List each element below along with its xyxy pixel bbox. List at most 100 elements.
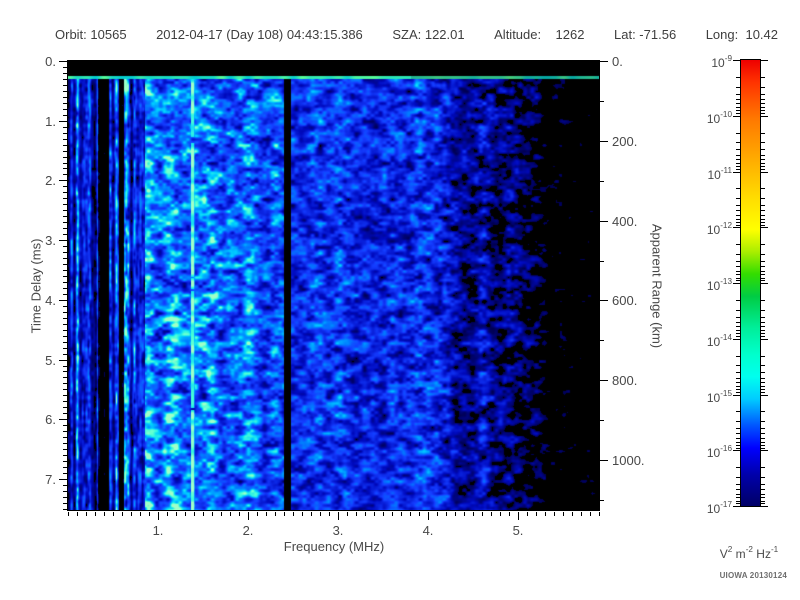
colorbar-minor-tick-right xyxy=(761,503,765,504)
time-delay-minor-tick xyxy=(63,377,67,378)
colorbar-minor-tick-right xyxy=(761,497,765,498)
colorbar-minor-tick-left xyxy=(736,163,740,164)
time-delay-minor-tick xyxy=(63,336,67,337)
colorbar-minor-tick-right xyxy=(761,389,765,390)
frequency-minor-tick xyxy=(392,512,393,516)
time-delay-minor-tick xyxy=(63,312,67,313)
colorbar-exponent: -15 xyxy=(720,389,732,399)
colorbar-minor-tick-left xyxy=(736,205,740,206)
colorbar-minor-tick-left xyxy=(736,274,740,275)
colorbar-minor-tick-right xyxy=(761,442,765,443)
units-exponent: -1 xyxy=(770,545,779,555)
frequency-minor-tick xyxy=(77,512,78,516)
frequency-minor-tick xyxy=(230,512,231,516)
time-delay-minor-tick xyxy=(63,282,67,283)
colorbar-minor-tick-left xyxy=(736,494,740,495)
colorbar-minor-tick-left xyxy=(736,280,740,281)
frequency-minor-tick xyxy=(275,512,276,516)
time-delay-minor-tick xyxy=(63,443,67,444)
frequency-minor-tick xyxy=(590,512,591,516)
time-delay-minor-tick xyxy=(63,240,67,241)
time-delay-minor-tick xyxy=(63,413,67,414)
time-delay-minor-tick xyxy=(63,228,67,229)
colorbar-minor-tick-left xyxy=(736,77,740,78)
colorbar-minor-tick-right xyxy=(761,278,765,279)
time-delay-minor-tick xyxy=(63,180,67,181)
colorbar-minor-tick-left xyxy=(736,392,740,393)
time-delay-minor-tick xyxy=(63,145,67,146)
colorbar-minor-tick-left xyxy=(736,110,740,111)
frequency-minor-tick xyxy=(536,512,537,516)
colorbar-major-tick-left xyxy=(733,60,740,61)
colorbar-major-tick-left xyxy=(733,172,740,173)
time-delay-minor-tick xyxy=(63,300,67,301)
colorbar-minor-tick-right xyxy=(761,372,765,373)
colorbar-minor-tick-left xyxy=(736,477,740,478)
colorbar-minor-tick-right xyxy=(761,310,765,311)
credit-label: UIOWA 20130124 xyxy=(719,571,787,580)
right-axis-title: Apparent Range (km) xyxy=(649,223,665,349)
colorbar-units-label: V2 m-2 Hz-1 xyxy=(719,545,779,561)
colorbar-major-tick-right xyxy=(761,172,768,173)
sza-readout: SZA: 122.01 xyxy=(392,27,465,42)
time-delay-minor-tick xyxy=(63,473,67,474)
colorbar-minor-tick-right xyxy=(761,210,765,211)
apparent-range-tick-label: 600. xyxy=(612,293,638,308)
colorbar-minor-tick-right xyxy=(761,94,765,95)
apparent-range-minor-tick xyxy=(600,500,604,501)
colorbar-minor-tick-left xyxy=(736,489,740,490)
x-axis-title: Frequency (MHz) xyxy=(283,539,385,554)
frequency-minor-tick xyxy=(221,512,222,516)
time-delay-minor-tick xyxy=(63,121,67,122)
time-delay-minor-tick xyxy=(63,425,67,426)
colorbar-minor-tick-right xyxy=(761,149,765,150)
time-delay-minor-tick xyxy=(63,115,67,116)
time-delay-tick-label: 3. xyxy=(45,233,56,248)
frequency-minor-tick xyxy=(95,512,96,516)
frequency-minor-tick xyxy=(68,512,69,516)
colorbar-minor-tick-left xyxy=(736,484,740,485)
frequency-minor-tick xyxy=(167,512,168,516)
time-delay-minor-tick xyxy=(63,407,67,408)
time-delay-minor-tick xyxy=(63,360,67,361)
colorbar-tick-label: 10-17 xyxy=(706,500,732,516)
frequency-minor-tick xyxy=(455,512,456,516)
time-delay-minor-tick xyxy=(63,216,67,217)
time-delay-minor-tick xyxy=(63,342,67,343)
colorbar-major-tick-right xyxy=(761,60,768,61)
colorbar-minor-tick-right xyxy=(761,169,765,170)
time-delay-minor-tick xyxy=(63,366,67,367)
apparent-range-major-tick xyxy=(600,380,608,381)
colorbar-tick-label: 10-11 xyxy=(707,166,732,182)
colorbar-minor-tick-left xyxy=(736,503,740,504)
colorbar-minor-tick-left xyxy=(736,448,740,449)
colorbar-minor-tick-right xyxy=(761,280,765,281)
colorbar-minor-tick-left xyxy=(736,326,740,327)
colorbar-minor-tick-right xyxy=(761,219,765,220)
time-delay-minor-tick xyxy=(63,330,67,331)
time-delay-minor-tick xyxy=(63,461,67,462)
apparent-range-minor-tick xyxy=(600,420,604,421)
time-delay-minor-tick xyxy=(63,174,67,175)
time-delay-minor-tick xyxy=(63,306,67,307)
time-delay-minor-tick xyxy=(63,491,67,492)
time-delay-minor-tick xyxy=(63,192,67,193)
frequency-minor-tick xyxy=(446,512,447,516)
colorbar-minor-tick-left xyxy=(736,365,740,366)
time-delay-minor-tick xyxy=(63,163,67,164)
colorbar-minor-tick-right xyxy=(761,433,765,434)
colorbar-minor-tick-right xyxy=(761,438,765,439)
colorbar-minor-tick-left xyxy=(736,113,740,114)
time-delay-minor-tick xyxy=(63,222,67,223)
colorbar-minor-tick-left xyxy=(736,266,740,267)
colorbar-minor-tick-right xyxy=(761,110,765,111)
time-delay-minor-tick xyxy=(63,168,67,169)
colorbar-major-tick-left xyxy=(733,395,740,396)
frequency-minor-tick xyxy=(122,512,123,516)
time-delay-minor-tick xyxy=(63,186,67,187)
colorbar-minor-tick-left xyxy=(736,159,740,160)
frequency-minor-tick xyxy=(383,512,384,516)
time-delay-minor-tick xyxy=(63,139,67,140)
colorbar-minor-tick-right xyxy=(761,330,765,331)
colorbar-major-tick-right xyxy=(761,227,768,228)
